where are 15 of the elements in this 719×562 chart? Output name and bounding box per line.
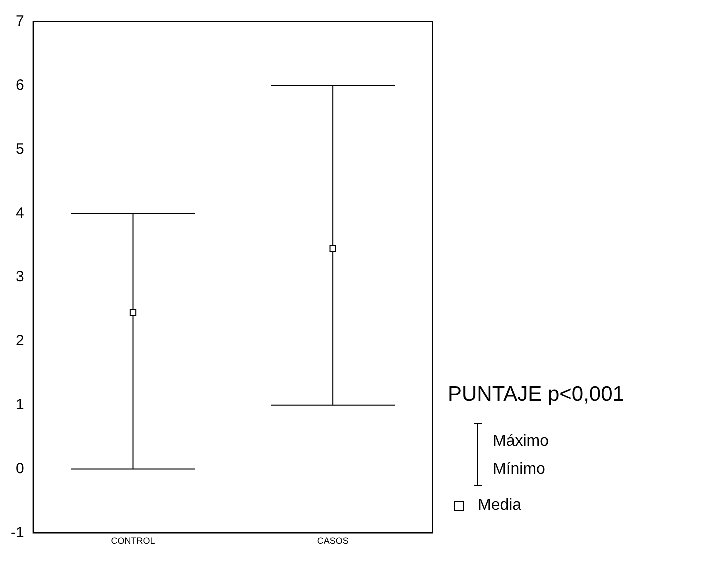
- y-tick-label: 0: [16, 460, 24, 478]
- y-tick-label: 3: [16, 268, 24, 286]
- y-tick-label: 7: [16, 13, 24, 30]
- x-tick-label: CASOS: [317, 536, 349, 546]
- x-tick-label: CONTROL: [111, 536, 156, 546]
- legend-title: PUNTAJE p<0,001: [448, 383, 624, 407]
- text: Máximo: [493, 433, 550, 451]
- y-tick-label: -1: [10, 524, 24, 542]
- y-tick-label: 2: [16, 332, 24, 350]
- text: Mínimo: [493, 461, 546, 479]
- y-tick-label: 5: [16, 140, 24, 158]
- y-tick-label: 6: [16, 77, 24, 94]
- y-tick-label: 1: [16, 396, 24, 414]
- legend-label: Media: [478, 497, 522, 515]
- y-tick-label: 4: [16, 204, 24, 222]
